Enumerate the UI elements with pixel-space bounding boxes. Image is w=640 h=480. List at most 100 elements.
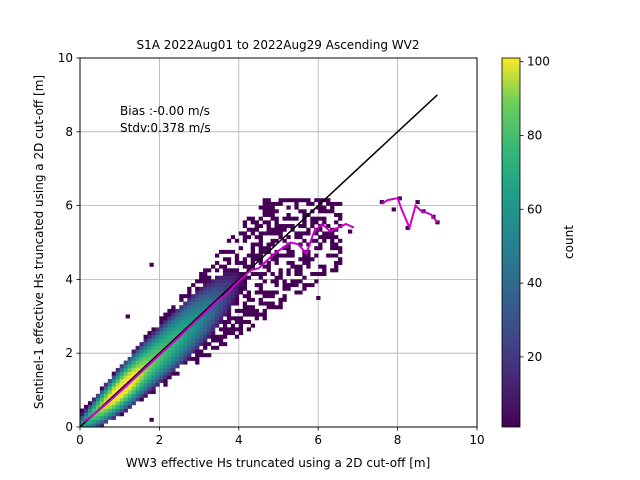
heatmap-bin bbox=[258, 260, 263, 265]
heatmap-bin bbox=[306, 257, 311, 262]
heatmap-bin bbox=[334, 212, 339, 217]
heatmap-bin bbox=[278, 305, 283, 310]
stdv-annotation: Stdv:0.378 m/s bbox=[120, 121, 211, 135]
heatmap-bin bbox=[230, 301, 236, 306]
heatmap-bin bbox=[262, 264, 267, 269]
heatmap-bin bbox=[218, 286, 224, 291]
heatmap-bin bbox=[266, 290, 271, 295]
heatmap-bin bbox=[230, 272, 236, 277]
heatmap-bin bbox=[87, 404, 93, 409]
heatmap-bin bbox=[211, 308, 216, 313]
heatmap-bin bbox=[183, 360, 188, 365]
heatmap-bin bbox=[95, 401, 101, 406]
heatmap-bin bbox=[266, 231, 271, 236]
heatmap-bin bbox=[218, 301, 224, 306]
heatmap-bin bbox=[211, 264, 216, 269]
x-tick-label: 8 bbox=[394, 433, 402, 447]
heatmap-bin bbox=[211, 331, 216, 336]
heatmap-bin bbox=[334, 268, 339, 273]
heatmap-bin bbox=[123, 360, 128, 365]
heatmap-bin bbox=[127, 386, 132, 391]
heatmap-bin bbox=[175, 331, 180, 336]
heatmap-bin bbox=[163, 356, 168, 361]
heatmap-bin bbox=[222, 319, 228, 324]
heatmap-bin bbox=[226, 279, 232, 284]
heatmap-bin bbox=[274, 238, 279, 243]
heatmap-bin bbox=[123, 364, 128, 369]
heatmap-bin bbox=[214, 286, 220, 291]
heatmap-bin bbox=[143, 345, 148, 350]
heatmap-bin bbox=[330, 231, 335, 236]
heatmap-bin bbox=[139, 353, 144, 358]
heatmap-bin bbox=[151, 379, 156, 384]
heatmap-bin bbox=[238, 316, 244, 321]
heatmap-bin bbox=[322, 220, 327, 225]
heatmap-bin bbox=[306, 227, 311, 232]
heatmap-bin bbox=[294, 290, 299, 295]
colorbar-tick-label: 100 bbox=[527, 55, 550, 69]
heatmap-bin bbox=[127, 375, 132, 380]
heatmap-bin bbox=[218, 305, 224, 310]
heatmap-bin bbox=[316, 205, 321, 210]
heatmap-bin bbox=[226, 312, 232, 317]
heatmap-bin bbox=[127, 367, 132, 372]
heatmap-bin bbox=[123, 401, 128, 406]
heatmap-bin bbox=[218, 334, 224, 339]
heatmap-bin bbox=[143, 390, 148, 395]
heatmap-bin bbox=[159, 345, 164, 350]
heatmap-bin bbox=[298, 242, 303, 247]
heatmap-bin bbox=[111, 382, 117, 387]
heatmap-bin bbox=[338, 212, 343, 217]
heatmap-bin bbox=[246, 297, 252, 302]
heatmap-bin bbox=[143, 371, 148, 376]
heatmap-bin bbox=[282, 216, 287, 221]
heatmap-bin bbox=[222, 323, 228, 328]
colorbar-tick-label: 80 bbox=[527, 128, 542, 142]
heatmap-bin bbox=[270, 209, 275, 214]
heatmap-bin bbox=[222, 297, 228, 302]
heatmap-bin bbox=[103, 393, 109, 398]
heatmap-bin bbox=[218, 264, 224, 269]
heatmap-bin bbox=[242, 283, 248, 288]
colorbar-label: count bbox=[562, 225, 576, 259]
heatmap-bin bbox=[334, 235, 339, 240]
heatmap-bin bbox=[262, 290, 267, 295]
heatmap-bin bbox=[119, 397, 124, 402]
heatmap-bin bbox=[334, 227, 339, 232]
heatmap-bin bbox=[250, 220, 255, 225]
heatmap-bin bbox=[155, 342, 160, 347]
heatmap-bin bbox=[286, 216, 291, 221]
heatmap-bin bbox=[125, 314, 130, 319]
heatmap-bin bbox=[214, 253, 220, 258]
heatmap-bin bbox=[171, 308, 176, 313]
heatmap-bin bbox=[290, 224, 295, 229]
heatmap-bin bbox=[175, 356, 180, 361]
heatmap-bin bbox=[274, 260, 279, 265]
heatmap-bin bbox=[147, 349, 152, 354]
heatmap-bin bbox=[250, 260, 255, 265]
heatmap-bin bbox=[80, 412, 85, 417]
heatmap-bin bbox=[254, 242, 259, 247]
heatmap-bin bbox=[103, 382, 109, 387]
heatmap-bin bbox=[211, 345, 216, 350]
heatmap-bin bbox=[195, 279, 200, 284]
heatmap-bin bbox=[207, 331, 212, 336]
heatmap-bin bbox=[316, 296, 321, 300]
y-tick-label: 6 bbox=[65, 199, 73, 213]
heatmap-bin bbox=[258, 235, 263, 240]
heatmap-bin bbox=[135, 393, 140, 398]
heatmap-bin bbox=[159, 353, 164, 358]
heatmap-bin bbox=[175, 319, 180, 324]
heatmap-bin bbox=[199, 279, 204, 284]
heatmap-bin bbox=[318, 227, 323, 232]
heatmap-bin bbox=[262, 316, 267, 321]
heatmap-bin bbox=[135, 349, 140, 354]
heatmap-bin bbox=[139, 386, 144, 391]
heatmap-bin bbox=[222, 257, 228, 262]
heatmap-bin bbox=[179, 342, 184, 347]
heatmap-bin bbox=[226, 327, 232, 332]
heatmap-bin bbox=[203, 312, 208, 317]
heatmap-bin bbox=[163, 319, 168, 324]
heatmap-bin bbox=[99, 419, 105, 424]
heatmap-bin bbox=[310, 283, 315, 288]
